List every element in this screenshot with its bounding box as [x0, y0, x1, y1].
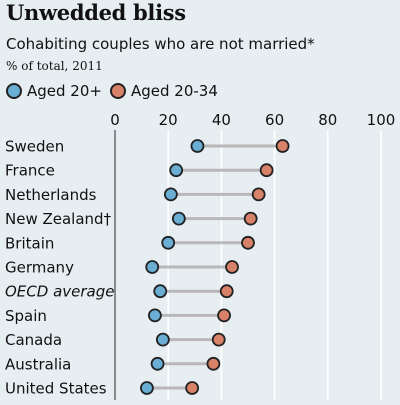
x-tick-label-60: 60: [265, 111, 284, 129]
point-aged-20-plus-britain: [161, 235, 176, 250]
category-label-germany: Germany: [5, 259, 74, 277]
category-label-france: France: [5, 162, 55, 180]
legend-label-aged-20-plus: Aged 20+: [27, 82, 102, 100]
legend-label-aged-20-34: Aged 20-34: [131, 82, 218, 100]
category-label-canada: Canada: [5, 331, 62, 349]
point-aged-20-34-france: [259, 163, 274, 178]
point-aged-20-34-united-states: [185, 381, 200, 395]
point-aged-20-plus-new-zealand: [171, 211, 186, 226]
point-aged-20-34-spain: [217, 308, 231, 323]
point-aged-20-plus-france: [169, 163, 184, 178]
category-label-sweden: Sweden: [5, 138, 64, 156]
chart-title: Unwedded bliss: [6, 0, 186, 25]
point-aged-20-34-new-zealand: [243, 211, 258, 226]
legend-item-aged-20-34: Aged 20-34: [110, 82, 218, 100]
category-label-oecd-average: OECD average: [5, 283, 114, 301]
category-label-new-zealand: New Zealand†: [5, 210, 112, 228]
legend-swatch-aged-20-plus: [6, 83, 22, 99]
category-label-united-states: United States: [5, 380, 107, 398]
point-aged-20-plus-united-states: [140, 381, 154, 395]
point-aged-20-34-australia: [206, 356, 221, 371]
point-aged-20-plus-netherlands: [163, 187, 178, 202]
category-label-britain: Britain: [5, 234, 54, 252]
legend-item-aged-20-plus: Aged 20+: [6, 82, 102, 100]
point-aged-20-34-canada: [211, 332, 226, 347]
point-aged-20-34-netherlands: [251, 187, 266, 202]
category-label-australia: Australia: [5, 355, 71, 373]
category-label-netherlands: Netherlands: [5, 186, 97, 204]
point-aged-20-plus-australia: [150, 356, 165, 371]
point-aged-20-plus-spain: [147, 308, 162, 323]
point-aged-20-34-oecd-average: [219, 284, 234, 299]
point-aged-20-plus-sweden: [190, 139, 205, 153]
x-tick-label-0: 0: [110, 111, 120, 129]
point-aged-20-34-britain: [241, 235, 255, 250]
legend-swatch-aged-20-34: [110, 83, 126, 99]
category-label-spain: Spain: [5, 307, 47, 325]
point-aged-20-plus-germany: [145, 260, 160, 274]
x-tick-label-40: 40: [212, 111, 231, 129]
point-aged-20-plus-oecd-average: [153, 284, 168, 299]
point-aged-20-34-germany: [225, 260, 239, 274]
x-tick-label-80: 80: [318, 111, 337, 129]
point-aged-20-34-sweden: [275, 139, 290, 153]
chart-units: % of total, 2011: [6, 59, 103, 73]
chart-subtitle: Cohabiting couples who are not married*: [6, 35, 315, 53]
point-aged-20-plus-canada: [155, 332, 170, 347]
x-tick-label-100: 100: [367, 111, 396, 129]
x-tick-label-20: 20: [159, 111, 178, 129]
